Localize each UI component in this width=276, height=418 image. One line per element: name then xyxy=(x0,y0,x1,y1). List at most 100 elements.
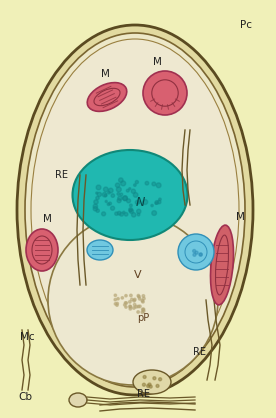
Circle shape xyxy=(193,253,196,256)
Circle shape xyxy=(152,182,156,186)
Circle shape xyxy=(153,377,156,380)
Circle shape xyxy=(156,183,161,188)
Circle shape xyxy=(155,202,157,204)
Circle shape xyxy=(178,234,214,270)
Circle shape xyxy=(139,305,141,308)
Circle shape xyxy=(117,212,121,215)
Circle shape xyxy=(147,385,150,387)
Circle shape xyxy=(132,213,136,217)
Text: pP: pP xyxy=(137,313,149,323)
Circle shape xyxy=(126,189,129,192)
Circle shape xyxy=(129,308,132,310)
Circle shape xyxy=(135,181,139,184)
Ellipse shape xyxy=(31,39,239,381)
Circle shape xyxy=(48,215,218,385)
Circle shape xyxy=(129,306,132,308)
Circle shape xyxy=(124,302,127,304)
Circle shape xyxy=(129,204,132,207)
Ellipse shape xyxy=(133,370,171,394)
Circle shape xyxy=(114,303,117,305)
Circle shape xyxy=(148,383,151,386)
Circle shape xyxy=(111,194,115,197)
Circle shape xyxy=(116,187,121,192)
Circle shape xyxy=(121,181,126,186)
Circle shape xyxy=(96,209,99,212)
Circle shape xyxy=(139,298,141,300)
Circle shape xyxy=(123,196,128,201)
Circle shape xyxy=(143,71,187,115)
Circle shape xyxy=(115,212,118,215)
Circle shape xyxy=(118,196,122,200)
Circle shape xyxy=(102,192,107,197)
Circle shape xyxy=(143,199,148,204)
Circle shape xyxy=(116,302,118,305)
Circle shape xyxy=(142,310,145,312)
Circle shape xyxy=(142,383,145,386)
Circle shape xyxy=(129,209,132,212)
Circle shape xyxy=(137,305,140,308)
Circle shape xyxy=(135,306,137,308)
Circle shape xyxy=(134,184,136,186)
Circle shape xyxy=(159,378,162,381)
Circle shape xyxy=(145,181,149,185)
Text: M: M xyxy=(100,69,110,79)
Circle shape xyxy=(133,193,138,197)
Circle shape xyxy=(130,294,132,297)
Text: RE: RE xyxy=(55,170,68,180)
Circle shape xyxy=(94,200,98,204)
Circle shape xyxy=(117,298,119,300)
Circle shape xyxy=(159,198,161,201)
Circle shape xyxy=(129,209,134,214)
Circle shape xyxy=(131,298,133,301)
Circle shape xyxy=(124,303,126,306)
Circle shape xyxy=(143,297,145,300)
Circle shape xyxy=(125,306,127,308)
Circle shape xyxy=(141,299,144,302)
Circle shape xyxy=(149,385,152,388)
Circle shape xyxy=(111,206,115,210)
Circle shape xyxy=(142,308,144,311)
Circle shape xyxy=(134,298,136,301)
Circle shape xyxy=(93,206,97,211)
Circle shape xyxy=(117,193,120,195)
Circle shape xyxy=(120,193,123,196)
Circle shape xyxy=(119,178,123,182)
Circle shape xyxy=(105,200,107,202)
Ellipse shape xyxy=(73,150,187,240)
Circle shape xyxy=(121,297,124,299)
Circle shape xyxy=(114,294,116,296)
Circle shape xyxy=(104,187,108,192)
Circle shape xyxy=(138,201,140,204)
Circle shape xyxy=(199,253,202,256)
Ellipse shape xyxy=(69,393,87,407)
Circle shape xyxy=(137,294,140,297)
Circle shape xyxy=(142,301,144,303)
Circle shape xyxy=(143,375,146,378)
Ellipse shape xyxy=(17,25,253,395)
Circle shape xyxy=(129,301,131,303)
Circle shape xyxy=(151,204,153,207)
Circle shape xyxy=(102,212,106,216)
Circle shape xyxy=(199,253,202,256)
Circle shape xyxy=(123,196,127,201)
Circle shape xyxy=(125,295,127,297)
Circle shape xyxy=(108,202,112,205)
Text: N: N xyxy=(135,196,145,209)
Ellipse shape xyxy=(211,225,233,305)
Circle shape xyxy=(155,201,159,204)
Circle shape xyxy=(96,185,101,190)
Circle shape xyxy=(133,303,136,306)
Circle shape xyxy=(152,211,156,215)
Text: M: M xyxy=(43,214,51,224)
Ellipse shape xyxy=(87,240,113,260)
Ellipse shape xyxy=(25,33,245,387)
Text: M: M xyxy=(153,57,161,67)
Circle shape xyxy=(96,192,98,194)
Circle shape xyxy=(137,213,140,216)
Circle shape xyxy=(129,188,131,190)
Ellipse shape xyxy=(26,229,58,271)
Circle shape xyxy=(135,200,139,204)
Circle shape xyxy=(108,188,113,193)
Circle shape xyxy=(156,385,159,387)
Circle shape xyxy=(142,295,145,297)
